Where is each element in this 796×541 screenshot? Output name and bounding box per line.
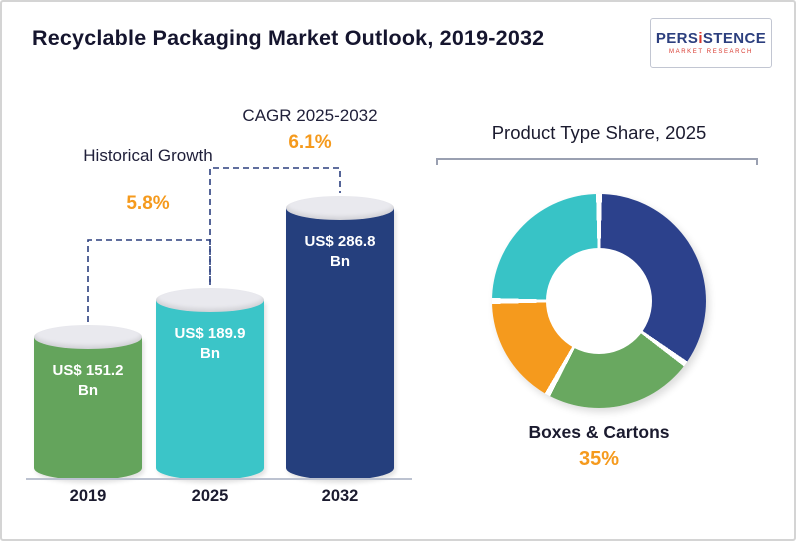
bar-2025-body: US$ 189.9 Bn — [156, 287, 264, 480]
donut-callout-label: Boxes & Cartons — [528, 422, 670, 442]
bar-2025-value-label: US$ 189.9 Bn — [174, 324, 246, 363]
axis-label-2032: 2032 — [321, 487, 359, 505]
historical-growth-value: 5.8% — [126, 193, 170, 214]
donut-title: Product Type Share, 2025 — [491, 122, 707, 143]
bar-2019-body: US$ 151.2 Bn — [34, 324, 142, 480]
donut-chart — [492, 194, 706, 408]
bar-2025: US$ 189.9 Bn — [156, 287, 264, 480]
axis-label-2025: 2025 — [191, 487, 229, 505]
bar-2025-top-ellipse — [156, 287, 264, 312]
donut-title-underline — [436, 158, 758, 165]
brand-wordmark: PERSiSTENCE — [655, 30, 767, 47]
cagr-value: 6.1% — [288, 132, 332, 153]
donut-hole — [546, 248, 652, 354]
donut-chart-panel: Product Type Share, 2025 Boxes & Cartons… — [434, 94, 764, 524]
bar-chart-panel: Historical Growth 5.8% CAGR 2025-2032 6.… — [20, 90, 425, 522]
historical-growth-label: Historical Growth — [83, 146, 213, 165]
brand-red-i: i — [698, 30, 703, 47]
cagr-label: CAGR 2025-2032 — [242, 106, 378, 125]
bar-2032-value-label: US$ 286.8 Bn — [304, 233, 376, 271]
brand-logo: PERSiSTENCE MARKET RESEARCH — [650, 18, 772, 68]
donut-callout-value: 35% — [578, 448, 620, 470]
bar-2019: US$ 151.2 Bn — [34, 324, 142, 480]
x-axis-baseline — [26, 478, 412, 480]
brand-tagline: MARKET RESEARCH — [669, 49, 753, 55]
bar-2032-top-ellipse — [286, 196, 394, 220]
bar-2019-top-ellipse — [34, 324, 142, 349]
bar-2032-body: US$ 286.8 Bn — [286, 196, 394, 480]
axis-label-2019: 2019 — [69, 487, 107, 505]
page-title: Recyclable Packaging Market Outlook, 201… — [32, 26, 545, 50]
bar-2019-value-label: US$ 151.2 Bn — [52, 361, 124, 399]
bar-2032: US$ 286.8 Bn — [286, 196, 394, 480]
